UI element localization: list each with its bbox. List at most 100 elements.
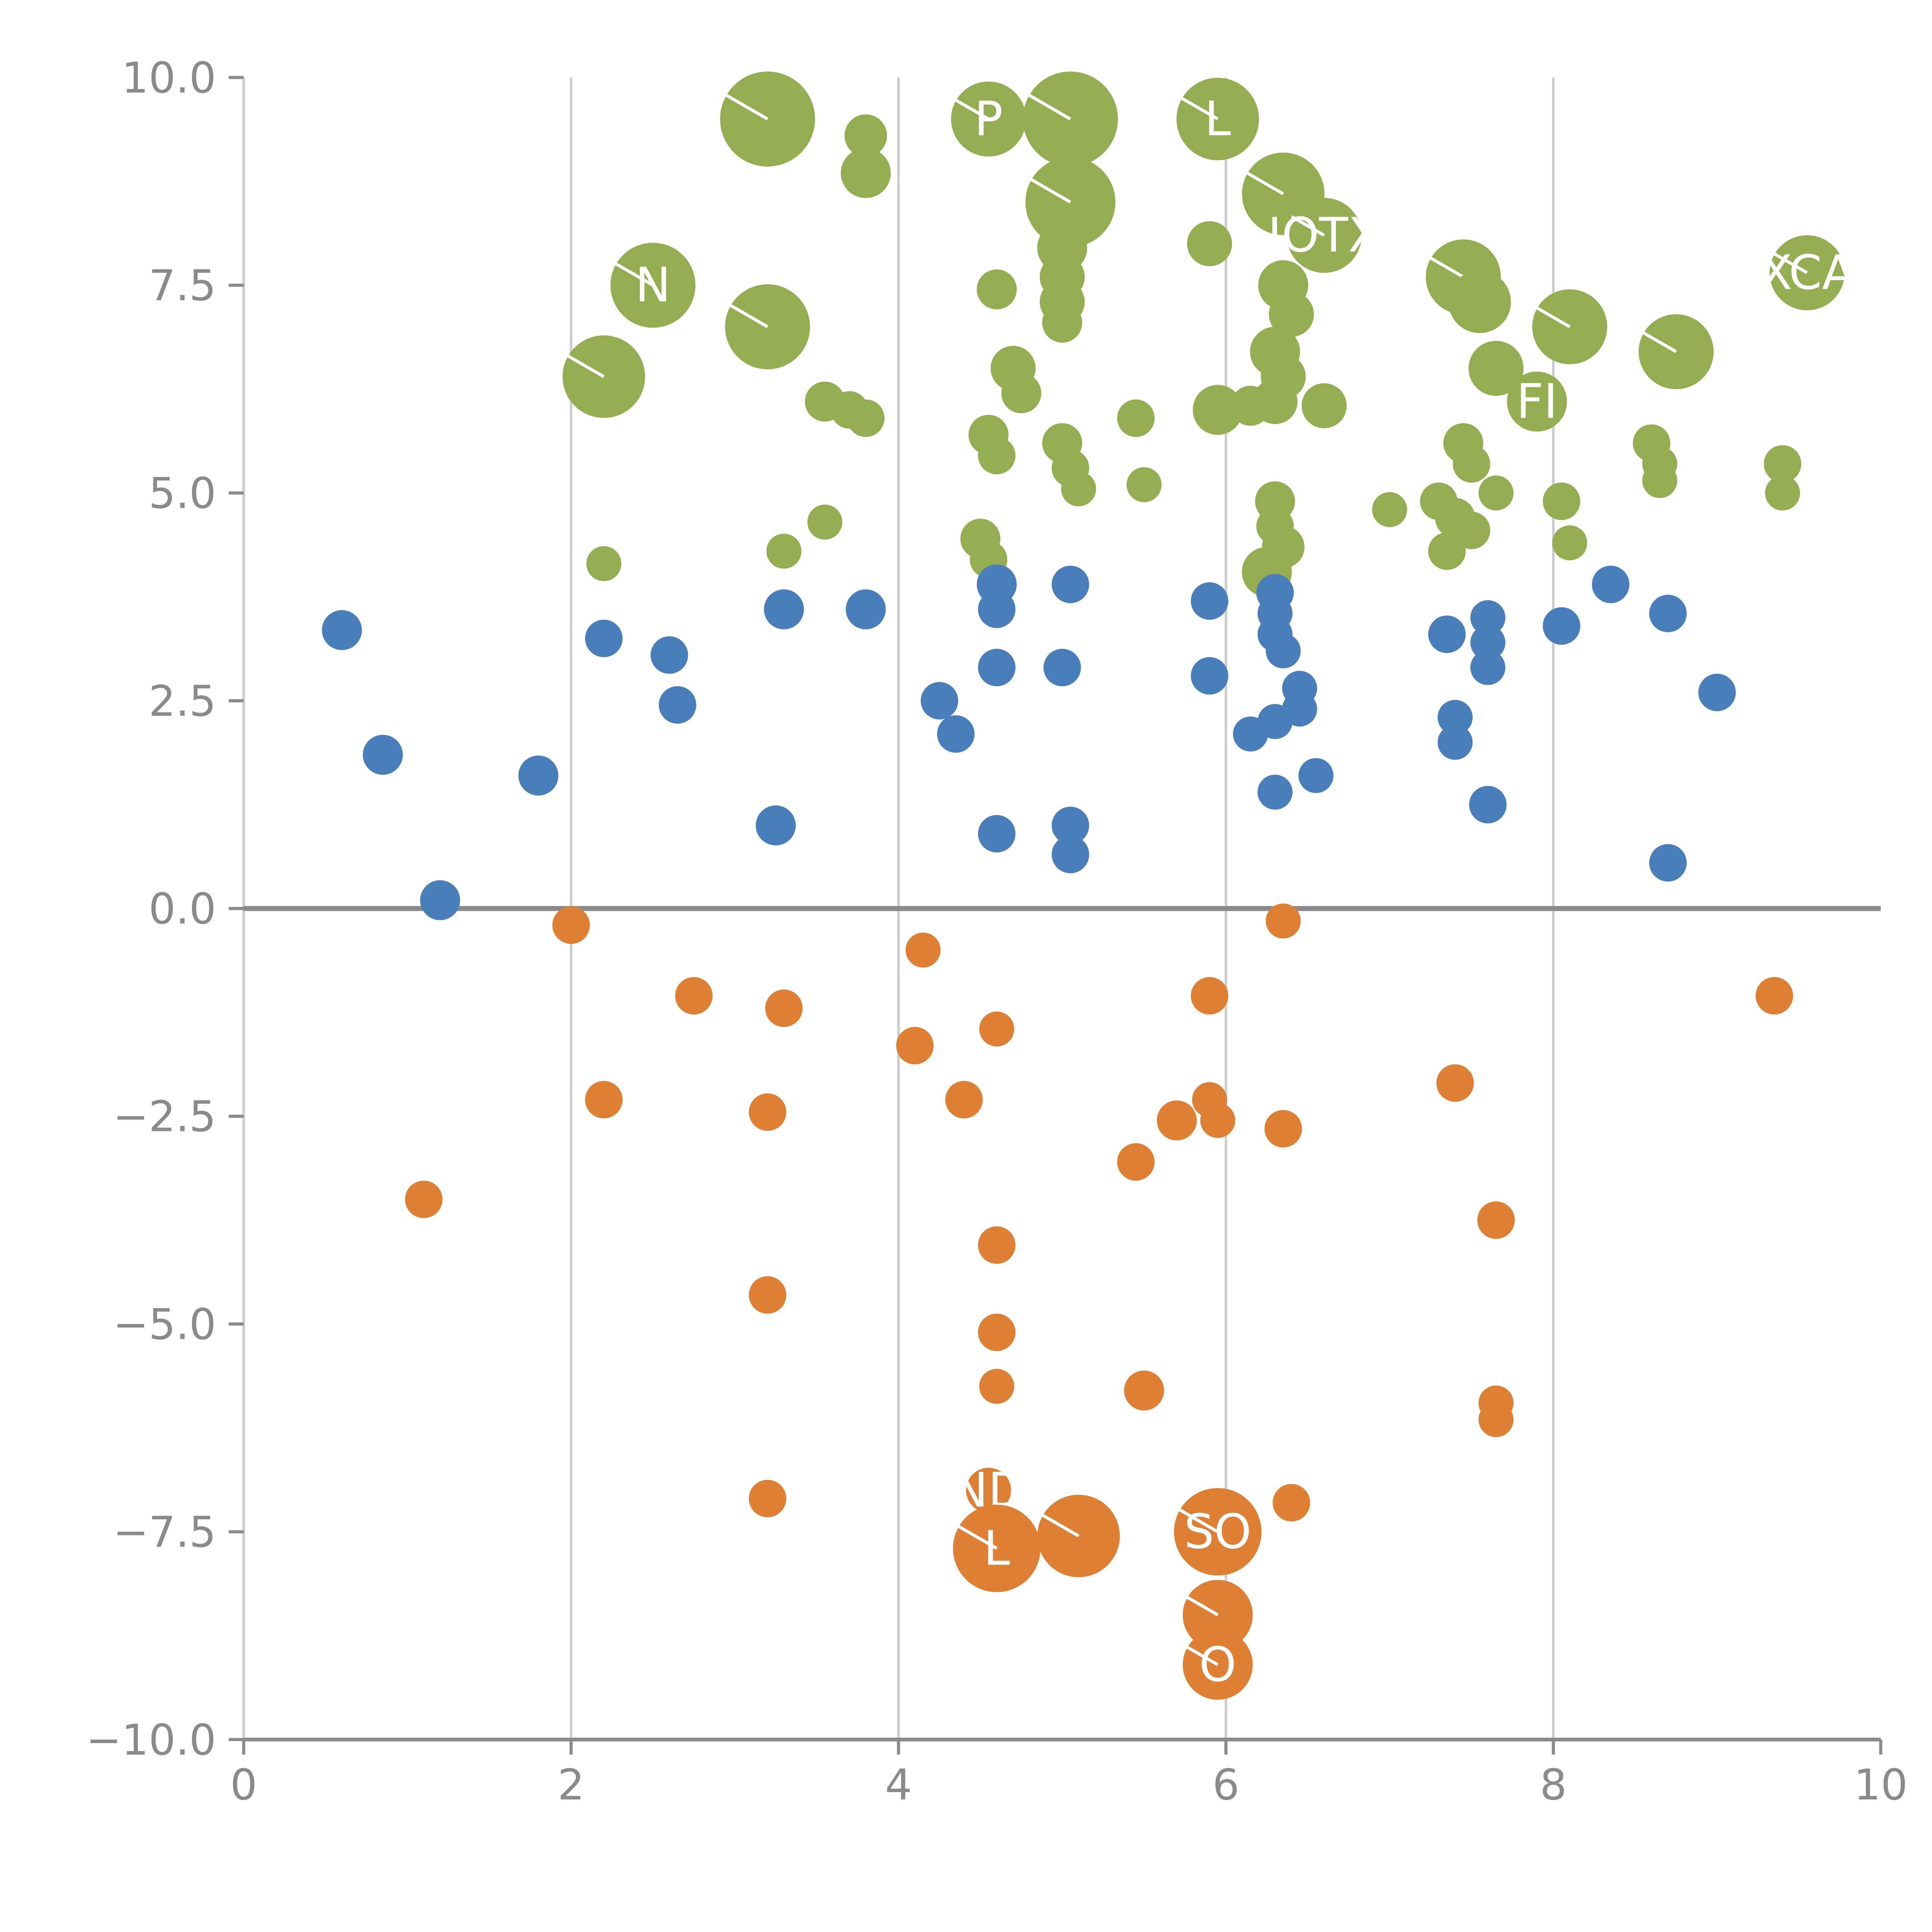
- data-point-green[interactable]: [1769, 235, 1845, 310]
- data-point-green[interactable]: [1543, 482, 1580, 520]
- data-point-blue[interactable]: [1469, 786, 1507, 823]
- data-point-blue[interactable]: [937, 715, 975, 753]
- data-point-blue[interactable]: [322, 610, 362, 650]
- data-point-green[interactable]: [976, 269, 1017, 310]
- data-point-green[interactable]: [1638, 314, 1714, 389]
- data-point-green[interactable]: [847, 399, 885, 437]
- data-point-orange[interactable]: [1436, 1064, 1474, 1102]
- data-point-orange[interactable]: [1124, 1370, 1164, 1411]
- data-point-blue[interactable]: [920, 682, 958, 720]
- data-point-orange[interactable]: [552, 906, 590, 944]
- data-point-blue[interactable]: [1257, 774, 1293, 810]
- data-point-green[interactable]: [1269, 292, 1314, 337]
- data-point-orange[interactable]: [1477, 1201, 1515, 1239]
- data-point-green[interactable]: [1452, 512, 1490, 549]
- data-point-blue[interactable]: [1051, 806, 1089, 844]
- data-point-green[interactable]: [1764, 445, 1801, 483]
- data-point-green[interactable]: [1061, 471, 1096, 507]
- data-point-blue[interactable]: [1649, 844, 1687, 882]
- data-point-blue[interactable]: [1051, 835, 1089, 873]
- data-point-blue[interactable]: [585, 619, 623, 657]
- data-point-green[interactable]: [1286, 198, 1362, 273]
- data-point-green[interactable]: [1187, 221, 1232, 266]
- data-point-blue[interactable]: [1043, 649, 1081, 687]
- data-point-blue[interactable]: [1051, 565, 1089, 603]
- data-point-blue[interactable]: [755, 805, 796, 845]
- data-point-green[interactable]: [1765, 475, 1800, 511]
- data-point-orange[interactable]: [978, 1226, 1016, 1264]
- data-point-blue[interactable]: [1282, 671, 1317, 706]
- data-point-orange[interactable]: [748, 1276, 786, 1314]
- data-point-blue[interactable]: [650, 636, 688, 674]
- data-point-green[interactable]: [1507, 371, 1567, 432]
- data-point-green[interactable]: [1372, 492, 1407, 527]
- data-point-orange[interactable]: [405, 1180, 443, 1218]
- data-point-blue[interactable]: [363, 735, 403, 775]
- data-point-orange[interactable]: [1755, 977, 1793, 1015]
- data-point-blue[interactable]: [1437, 724, 1473, 760]
- data-point-orange[interactable]: [978, 1313, 1016, 1351]
- data-point-green[interactable]: [1642, 463, 1677, 498]
- data-point-green[interactable]: [807, 504, 842, 540]
- data-point-green[interactable]: [1468, 341, 1524, 396]
- data-point-green[interactable]: [844, 114, 887, 157]
- data-point-orange[interactable]: [1117, 1143, 1155, 1181]
- data-point-orange[interactable]: [1478, 1402, 1514, 1437]
- data-point-blue[interactable]: [1543, 607, 1580, 645]
- data-point-green[interactable]: [1452, 445, 1490, 483]
- data-point-orange[interactable]: [896, 1027, 934, 1065]
- data-point-green[interactable]: [1478, 475, 1514, 511]
- data-point-orange[interactable]: [748, 1093, 786, 1131]
- data-point-orange[interactable]: [765, 989, 803, 1027]
- data-point-orange[interactable]: [945, 1081, 983, 1119]
- data-point-blue[interactable]: [1190, 657, 1228, 695]
- data-point-green[interactable]: [1117, 399, 1155, 437]
- data-point-blue[interactable]: [845, 589, 886, 629]
- data-point-green[interactable]: [1552, 525, 1587, 561]
- data-point-green[interactable]: [1126, 467, 1162, 502]
- data-point-green[interactable]: [1230, 386, 1271, 426]
- data-point-blue[interactable]: [1470, 600, 1505, 635]
- data-point-blue[interactable]: [764, 589, 804, 629]
- data-point-blue[interactable]: [978, 815, 1016, 853]
- data-point-blue[interactable]: [1190, 582, 1228, 620]
- data-point-blue[interactable]: [1592, 565, 1629, 603]
- data-point-orange[interactable]: [1272, 1484, 1310, 1522]
- data-point-green[interactable]: [1428, 532, 1466, 570]
- data-point-orange[interactable]: [675, 977, 713, 1015]
- data-point-green[interactable]: [1192, 385, 1243, 435]
- data-point-orange[interactable]: [905, 932, 941, 968]
- data-point-blue[interactable]: [1298, 758, 1334, 793]
- data-point-green[interactable]: [978, 437, 1016, 474]
- data-point-green[interactable]: [1301, 383, 1347, 429]
- data-point-green[interactable]: [766, 534, 802, 569]
- data-point-blue[interactable]: [420, 880, 460, 920]
- data-point-orange[interactable]: [966, 1468, 1011, 1513]
- data-point-blue[interactable]: [1437, 700, 1473, 735]
- data-point-green[interactable]: [586, 546, 622, 581]
- data-point-blue[interactable]: [518, 755, 559, 796]
- data-point-blue[interactable]: [1698, 673, 1736, 711]
- data-point-blue[interactable]: [978, 590, 1016, 628]
- data-point-blue[interactable]: [1649, 595, 1687, 633]
- data-point-orange[interactable]: [1190, 977, 1228, 1015]
- data-point-orange[interactable]: [1264, 1110, 1302, 1148]
- data-point-orange[interactable]: [585, 1081, 623, 1119]
- data-point-green[interactable]: [1448, 270, 1511, 333]
- data-point-blue[interactable]: [658, 686, 696, 724]
- data-point-green[interactable]: [840, 148, 891, 198]
- data-point-orange[interactable]: [1182, 1580, 1253, 1650]
- data-point-blue[interactable]: [1428, 615, 1466, 653]
- data-point-orange[interactable]: [979, 1011, 1014, 1047]
- data-point-green[interactable]: [1001, 373, 1041, 413]
- data-point-blue[interactable]: [978, 649, 1016, 687]
- data-point-orange[interactable]: [1200, 1103, 1235, 1138]
- data-point-blue[interactable]: [1265, 633, 1301, 668]
- data-point-blue[interactable]: [1470, 625, 1505, 660]
- data-point-orange[interactable]: [748, 1480, 786, 1517]
- data-point-blue[interactable]: [1470, 650, 1505, 685]
- data-point-orange[interactable]: [1156, 1100, 1197, 1141]
- data-point-orange[interactable]: [1265, 903, 1301, 939]
- data-point-green[interactable]: [1042, 303, 1082, 343]
- data-point-orange[interactable]: [979, 1369, 1014, 1404]
